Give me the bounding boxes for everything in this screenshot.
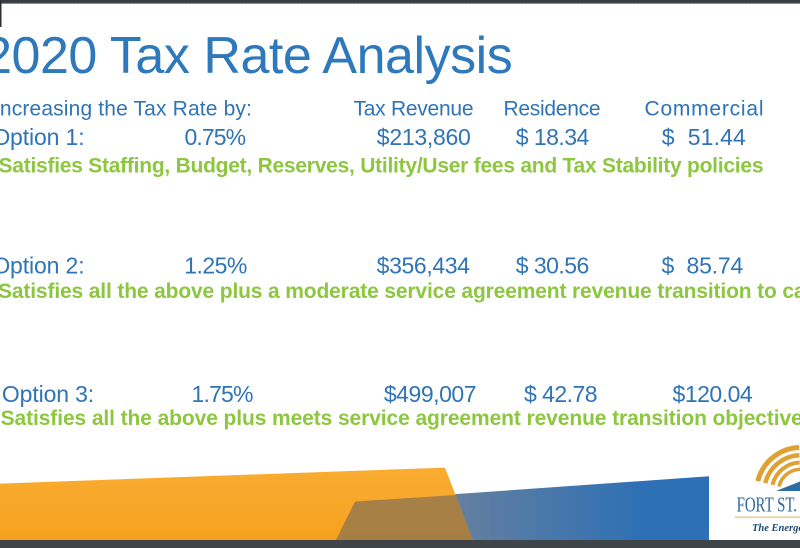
svg-text:0.75%: 0.75%: [185, 124, 246, 150]
svg-text:$ 30.56: $ 30.56: [516, 252, 590, 278]
svg-text:Satisfies Staffing, Budget, Re: Satisfies Staffing, Budget, Reserves, Ut…: [0, 154, 764, 177]
svg-text:$ 51.44: $ 51.44: [662, 124, 746, 150]
svg-text:Commercial: Commercial: [645, 98, 764, 121]
svg-text:Tax Revenue: Tax Revenue: [354, 98, 474, 121]
svg-text:Residence: Residence: [504, 98, 601, 121]
svg-text:1.25%: 1.25%: [184, 252, 247, 278]
svg-text:FORT ST. JO: FORT ST. JO: [737, 493, 800, 516]
svg-text:$120.04: $120.04: [673, 381, 753, 407]
svg-text:Option 3:: Option 3:: [2, 381, 94, 407]
svg-text:2020 Tax Rate Analysis: 2020 Tax Rate Analysis: [0, 27, 513, 85]
svg-text:Satisfies all the above plus m: Satisfies all the above plus meets servi…: [1, 407, 800, 430]
svg-text:$ 42.78: $ 42.78: [524, 381, 598, 407]
svg-text:The Energetic: The Energetic: [752, 523, 800, 534]
svg-text:1.75%: 1.75%: [192, 381, 254, 407]
svg-text:$ 18.34: $ 18.34: [516, 124, 590, 150]
svg-text:$213,860: $213,860: [377, 124, 471, 150]
svg-text:Increasing the Tax Rate by:: Increasing the Tax Rate by:: [0, 98, 252, 121]
svg-text:Option 2:: Option 2:: [0, 252, 85, 278]
svg-text:Option 1:: Option 1:: [0, 124, 85, 150]
svg-text:$ 85.74: $ 85.74: [662, 252, 744, 278]
svg-text:Satisfies all the above plus a: Satisfies all the above plus a moderate …: [0, 280, 800, 303]
svg-text:$356,434: $356,434: [377, 252, 471, 278]
svg-text:$499,007: $499,007: [384, 381, 477, 407]
